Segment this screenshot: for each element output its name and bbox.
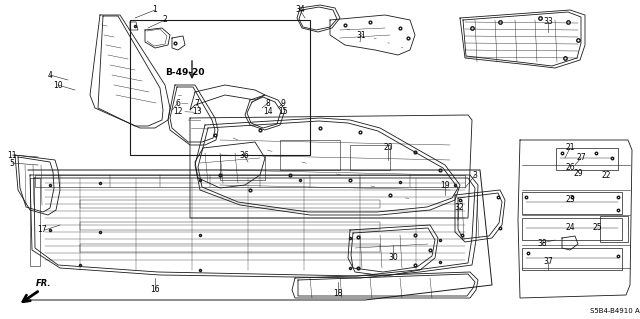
Text: 2: 2	[163, 16, 168, 25]
Text: 4: 4	[47, 70, 52, 79]
Text: 6: 6	[175, 99, 180, 108]
Text: B-49-20: B-49-20	[165, 68, 205, 77]
Text: 18: 18	[333, 288, 343, 298]
Text: 7: 7	[195, 99, 200, 108]
Text: 34: 34	[295, 5, 305, 14]
Bar	[350, 145, 390, 170]
Bar	[556, 148, 618, 170]
Text: 8: 8	[266, 99, 270, 108]
Text: 31: 31	[356, 31, 366, 40]
Text: 33: 33	[543, 18, 553, 26]
Bar	[80, 200, 380, 208]
Bar	[522, 218, 622, 240]
Text: 26: 26	[565, 164, 575, 173]
Bar	[35, 175, 465, 187]
Text: 36: 36	[239, 151, 249, 160]
Text: 16: 16	[150, 286, 160, 294]
Text: 10: 10	[53, 80, 63, 90]
Text: FR.: FR.	[36, 279, 51, 288]
Text: 17: 17	[37, 226, 47, 234]
Text: 14: 14	[263, 108, 273, 116]
Text: 15: 15	[278, 108, 288, 116]
Text: 38: 38	[537, 239, 547, 248]
Text: 20: 20	[383, 144, 393, 152]
Bar	[522, 192, 622, 214]
Text: 9: 9	[280, 99, 285, 108]
Bar	[30, 178, 40, 266]
Bar	[600, 216, 628, 242]
Bar	[130, 20, 310, 155]
Text: 37: 37	[543, 257, 553, 266]
Text: 11: 11	[7, 151, 17, 160]
Text: 30: 30	[388, 254, 398, 263]
Bar	[280, 140, 340, 170]
Text: 5: 5	[10, 159, 15, 167]
Bar	[80, 244, 380, 252]
Text: 22: 22	[601, 170, 611, 180]
Bar	[80, 222, 380, 230]
Text: 24: 24	[565, 224, 575, 233]
Bar	[220, 155, 265, 180]
Text: 1: 1	[152, 5, 157, 14]
Text: 12: 12	[173, 108, 183, 116]
Text: 29: 29	[573, 168, 583, 177]
Text: 19: 19	[440, 181, 450, 189]
Text: S5B4-B4910 A: S5B4-B4910 A	[590, 308, 640, 314]
Bar	[522, 248, 622, 270]
Text: 32: 32	[454, 204, 464, 212]
Text: 21: 21	[565, 144, 575, 152]
Text: 27: 27	[576, 153, 586, 162]
Text: 23: 23	[565, 196, 575, 204]
Text: 3: 3	[472, 170, 477, 180]
Text: 25: 25	[592, 224, 602, 233]
Text: 13: 13	[192, 108, 202, 116]
